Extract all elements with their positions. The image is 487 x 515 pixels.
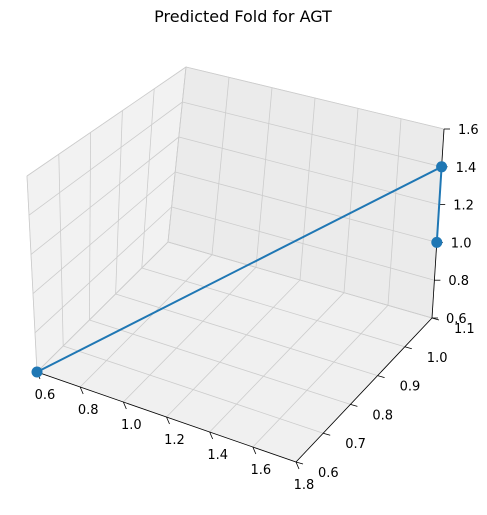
grid-lines xyxy=(26,66,445,463)
x-tick-mark xyxy=(295,461,300,470)
z-grid-back xyxy=(175,171,437,243)
y-grid-floor xyxy=(141,267,405,348)
z-tick-label: 0.8 xyxy=(448,274,469,289)
x-tick-mark xyxy=(166,416,170,425)
y-tick-mark xyxy=(295,461,304,465)
z-grid-left xyxy=(30,136,180,255)
y-axis-line xyxy=(295,317,433,463)
x-tick-mark xyxy=(79,386,84,395)
x-grid-floor xyxy=(166,279,301,418)
y-grid-floor xyxy=(89,319,351,405)
y-grid-left xyxy=(141,88,155,269)
x-tick-label: 1.2 xyxy=(164,433,185,448)
x-tick-label: 1.6 xyxy=(250,463,271,478)
y-tick-label: 0.6 xyxy=(318,466,339,481)
x-tick-label: 1.4 xyxy=(207,448,228,463)
y-tick-label: 1.1 xyxy=(454,322,475,337)
x-grid-floor xyxy=(123,267,257,403)
z-grid-back xyxy=(178,136,440,205)
data-point xyxy=(31,366,43,378)
z-tick-label: 1.0 xyxy=(451,236,472,251)
data-series xyxy=(31,161,448,378)
x-grid-back xyxy=(299,97,316,281)
z-tick-label: 1.6 xyxy=(458,123,479,138)
x-tick-label: 1.8 xyxy=(294,478,315,493)
data-point xyxy=(436,161,448,173)
x-tick-label: 0.6 xyxy=(35,388,56,403)
z-grid-back xyxy=(182,101,442,168)
z-grid-left xyxy=(32,171,176,294)
z-grid-back xyxy=(171,206,435,281)
y-tick-mark xyxy=(377,375,385,378)
z-tick-label: 1.4 xyxy=(456,161,477,176)
z-grid-back xyxy=(167,241,433,319)
y-axis-ticks: 0.6 0.7 0.8 0.9 1.0 1.1 xyxy=(295,317,475,481)
y-tick-label: 1.0 xyxy=(427,351,448,366)
x-grid-back xyxy=(343,108,359,293)
x-grid-floor xyxy=(252,305,389,448)
z-grid-left xyxy=(26,66,187,177)
y-grid-left xyxy=(89,132,91,321)
z-axis-ticks: 0.6 0.8 1.0 1.2 1.4 1.6 xyxy=(432,123,479,327)
z-grid-left xyxy=(36,241,169,373)
y-tick-mark xyxy=(350,404,358,407)
y-grid-left xyxy=(26,175,38,373)
x-tick-mark xyxy=(209,431,214,440)
y-tick-mark xyxy=(323,432,331,436)
x-axis-ticks: 0.6 0.8 1.0 1.2 1.4 1.6 1.8 xyxy=(35,371,315,493)
y-grid-left xyxy=(115,110,123,295)
y-grid-left xyxy=(167,66,187,243)
y-tick-mark xyxy=(404,346,412,350)
z-tick-label: 0.6 xyxy=(446,312,467,327)
z-tick-label: 1.2 xyxy=(453,199,474,214)
chart-title: Predicted Fold for AGT xyxy=(154,7,332,26)
x-grid-floor xyxy=(79,254,213,388)
y-grid-left xyxy=(58,154,64,347)
x-tick-mark xyxy=(252,446,257,455)
x-grid-floor xyxy=(209,292,345,433)
z-grid-back xyxy=(185,66,445,130)
z-grid-left xyxy=(28,101,183,216)
y-tick-label: 0.9 xyxy=(400,380,421,395)
y-tick-label: 0.8 xyxy=(372,408,393,423)
x-grid-back xyxy=(211,77,230,255)
y-tick-label: 0.7 xyxy=(345,437,366,452)
x-grid-back xyxy=(387,118,402,306)
z-grid-left xyxy=(34,206,172,334)
x-grid-back xyxy=(255,87,273,268)
x-tick-label: 0.8 xyxy=(78,403,99,418)
y-grid-floor xyxy=(63,345,324,434)
data-point xyxy=(431,236,443,248)
x-tick-mark xyxy=(122,401,127,410)
x-tick-label: 1.0 xyxy=(121,418,142,433)
y-grid-floor xyxy=(115,293,378,376)
